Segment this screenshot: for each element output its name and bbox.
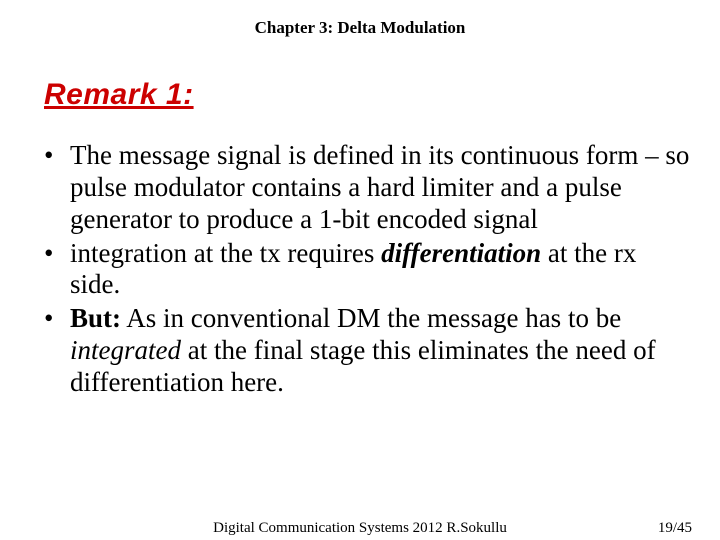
list-item: • The message signal is defined in its c…: [44, 140, 690, 236]
bullet-text: integration at the tx requires different…: [70, 238, 690, 302]
list-item: • But: As in conventional DM the message…: [44, 303, 690, 399]
text-segment: The message signal is defined in its con…: [70, 140, 689, 234]
footer-center: Digital Communication Systems 2012 R.Sok…: [0, 520, 720, 537]
bullet-marker: •: [44, 303, 70, 399]
text-strong: But:: [70, 303, 121, 333]
bullet-list: • The message signal is defined in its c…: [44, 140, 690, 399]
bullet-marker: •: [44, 140, 70, 236]
chapter-header: Chapter 3: Delta Modulation: [0, 0, 720, 38]
footer-page-number: 19/45: [658, 520, 692, 537]
bullet-text: The message signal is defined in its con…: [70, 140, 690, 236]
list-item: • integration at the tx requires differe…: [44, 238, 690, 302]
text-emphasis: differentiation: [381, 238, 541, 268]
remark-title: Remark 1:: [44, 78, 720, 112]
bullet-text: But: As in conventional DM the message h…: [70, 303, 690, 399]
text-segment: As in conventional DM the message has to…: [121, 303, 621, 333]
bullet-marker: •: [44, 238, 70, 302]
text-emphasis: integrated: [70, 335, 181, 365]
text-segment: integration at the tx requires: [70, 238, 381, 268]
